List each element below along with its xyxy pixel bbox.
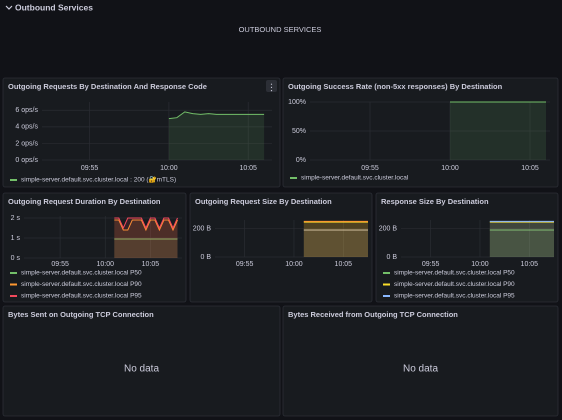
legend-swatch[interactable] (383, 295, 390, 297)
y-tick-label: 1 s (11, 235, 21, 242)
panel-frame (2, 305, 281, 417)
legend-swatch[interactable] (290, 177, 297, 179)
y-tick-label: 0 B (200, 254, 211, 261)
menu-dot (270, 83, 273, 85)
row-title[interactable]: Outbound Services (15, 2, 93, 12)
panel-title[interactable]: Bytes Sent on Outgoing TCP Connection (8, 310, 154, 319)
panel-title[interactable]: Outgoing Request Duration By Destination (8, 197, 161, 206)
y-tick-label: 200 B (193, 225, 212, 232)
x-tick-label: 10:00 (96, 261, 114, 268)
legend-label[interactable]: simple-server.default.svc.cluster.local … (394, 293, 515, 300)
panel: Outgoing Request Duration By Destination… (2, 192, 187, 303)
panel: Response Size By Destination 0 B 200 B 09:5… (375, 192, 559, 303)
x-tick-label: 10:00 (441, 165, 459, 172)
panel: Bytes Received from Outgoing TCP Connect… (282, 305, 559, 417)
x-tick-label: 09:55 (236, 261, 254, 268)
menu-dot (270, 86, 273, 88)
y-tick-label: 100% (288, 99, 306, 106)
x-tick-label: 10:00 (285, 261, 303, 268)
panel-body: Bytes Received from Outgoing TCP Connect… (288, 310, 458, 375)
panel: Outgoing Success Rate (non-5xx responses… (282, 77, 559, 188)
y-tick-label: 0 ops/s (15, 157, 38, 164)
x-tick-label: 10:05 (335, 261, 353, 268)
panel-body: Response Size By Destination 0 B 200 B 09:5… (379, 197, 554, 300)
legend-label[interactable]: simple-server.default.svc.cluster.local … (21, 176, 176, 184)
series-area (489, 221, 554, 257)
series-area (114, 220, 178, 258)
series-line (168, 111, 265, 120)
legend-swatch[interactable] (10, 295, 17, 297)
panel-body: Outgoing Request Duration By Destination… (8, 197, 182, 300)
legend-label[interactable]: simple-server.default.svc.cluster.local … (21, 293, 142, 300)
y-tick-label: 0 B (386, 254, 397, 261)
y-tick-label: 50% (292, 128, 306, 135)
panel-body: Outgoing Requests By Destination And Res… (8, 80, 277, 184)
legend-swatch[interactable] (383, 272, 390, 274)
y-tick-label: 4 ops/s (15, 124, 38, 131)
series-area (168, 111, 265, 160)
x-tick-label: 10:05 (521, 165, 539, 172)
x-tick-label: 10:05 (239, 165, 257, 172)
x-tick-label: 10:05 (142, 261, 160, 268)
x-tick-label: 10:05 (521, 261, 539, 268)
x-tick-label: 10:00 (471, 261, 489, 268)
panel: Outgoing Request Size By Destination 0 B 2… (189, 192, 373, 303)
legend-label[interactable]: simple-server.default.svc.cluster.local … (21, 281, 142, 288)
panel: Bytes Sent on Outgoing TCP Connection No … (2, 305, 281, 417)
no-data: No data (403, 364, 438, 375)
x-tick-label: 09:55 (51, 261, 69, 268)
series-area (114, 218, 178, 258)
y-tick-label: 0 s (11, 255, 21, 262)
panel-frame (375, 192, 559, 303)
no-data: No data (124, 364, 159, 375)
series-line (114, 219, 178, 232)
panel-body: Outgoing Success Rate (non-5xx responses… (288, 82, 550, 182)
legend-label[interactable]: simple-server.default.svc.cluster.local … (394, 270, 515, 277)
panel-menu[interactable] (266, 80, 277, 92)
panel-title[interactable]: Outgoing Success Rate (non-5xx responses… (288, 82, 503, 91)
menu-dot (270, 90, 273, 92)
collapse-caret[interactable] (5, 5, 13, 10)
series-area (489, 230, 554, 257)
legend-swatch[interactable] (10, 179, 17, 181)
legend-swatch[interactable] (10, 272, 17, 274)
legend-label[interactable]: simple-server.default.svc.cluster.local (301, 175, 409, 182)
legend-swatch[interactable] (10, 283, 17, 286)
panel-title[interactable]: Bytes Received from Outgoing TCP Connect… (288, 310, 458, 319)
panel-frame (282, 305, 559, 417)
panel-title[interactable]: Response Size By Destination (381, 197, 489, 206)
y-tick-label: 2 s (11, 215, 21, 222)
series-area (303, 230, 368, 257)
legend-label[interactable]: simple-server.default.svc.cluster.local … (21, 270, 142, 277)
x-tick-label: 09:55 (422, 261, 440, 268)
series-area (450, 102, 546, 160)
panel-body: Bytes Sent on Outgoing TCP Connection No … (8, 310, 159, 375)
legend-label[interactable]: simple-server.default.svc.cluster.local … (394, 281, 515, 288)
x-tick-label: 10:00 (160, 165, 178, 172)
series-area (489, 222, 554, 257)
series-area (303, 222, 368, 257)
panel-title[interactable]: Outgoing Requests By Destination And Res… (8, 82, 207, 91)
y-tick-label: 2 ops/s (15, 140, 38, 147)
series-line (114, 217, 178, 230)
panel: Outgoing Requests By Destination And Res… (2, 77, 281, 188)
y-tick-label: 200 B (379, 225, 398, 232)
series-area (303, 221, 368, 257)
x-tick-label: 09:55 (361, 165, 379, 172)
series-area (114, 239, 178, 258)
x-tick-label: 09:55 (81, 165, 99, 172)
text-panel-content: OUTBOUND SERVICES (239, 25, 322, 34)
legend-swatch[interactable] (383, 283, 390, 286)
y-tick-label: 0% (296, 157, 306, 164)
panel-body: Outgoing Request Size By Destination 0 B 2… (193, 197, 368, 268)
panel-frame (189, 192, 373, 303)
y-tick-label: 6 ops/s (15, 107, 38, 114)
panel-title[interactable]: Outgoing Request Size By Destination (195, 197, 332, 206)
